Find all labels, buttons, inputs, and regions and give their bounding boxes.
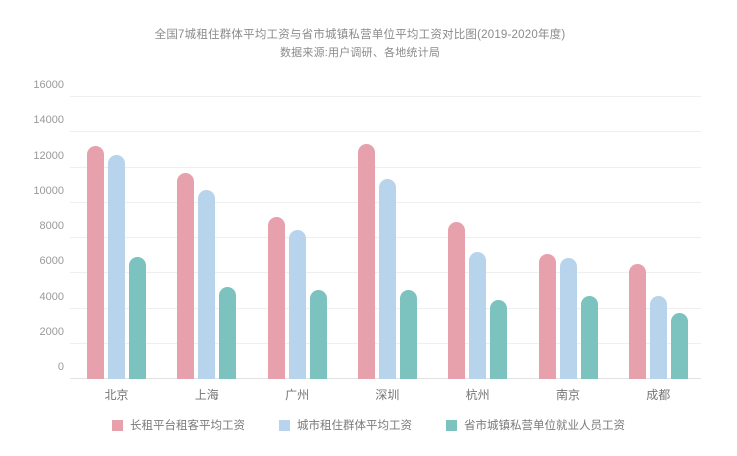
- bar: [219, 287, 237, 379]
- bar: [559, 258, 577, 379]
- legend-label: 省市城镇私营单位就业人员工资: [464, 420, 625, 432]
- bar: [628, 263, 646, 379]
- gridline: [70, 166, 701, 168]
- x-axis-category-label: 广州: [285, 388, 310, 402]
- chart-subtitle: 数据来源:用户调研、各地统计局: [279, 47, 441, 59]
- legend-swatch-icon: [446, 419, 457, 431]
- bar: [448, 222, 466, 379]
- bar: [198, 189, 216, 379]
- y-axis-tick-label: 16000: [33, 79, 64, 91]
- bar: [357, 143, 375, 379]
- y-axis-tick-label: 10000: [33, 184, 64, 197]
- bar: [378, 178, 396, 379]
- legend: 长租平台租客平均工资 城市租住群体平均工资 省市城镇私营单位就业人员工资: [0, 417, 737, 433]
- legend-item: 省市城镇私营单位就业人员工资: [446, 417, 625, 433]
- bar: [108, 155, 125, 379]
- bar: [399, 290, 417, 379]
- legend-item: 长租平台租客平均工资: [112, 417, 245, 433]
- y-axis-tick-label: 2000: [39, 325, 64, 338]
- bar: [87, 146, 104, 379]
- legend-label: 城市租住群体平均工资: [297, 420, 412, 432]
- gridline: [70, 131, 701, 133]
- y-axis-tick-label: 0: [57, 361, 64, 373]
- bar: [469, 252, 487, 379]
- bar: [670, 312, 688, 379]
- y-axis-tick-label: 8000: [39, 220, 64, 232]
- y-axis-tick-label: 12000: [33, 149, 64, 162]
- x-axis-category-label: 成都: [646, 388, 671, 402]
- plot-area: 0 2000 4000 6000 8000 10000 12000 14000 16000 北京 上…: [33, 79, 701, 402]
- legend-swatch-icon: [112, 419, 123, 431]
- x-axis-category-label: 北京: [104, 388, 129, 402]
- bar: [288, 230, 306, 379]
- gridline: [70, 96, 701, 97]
- x-axis-category-label: 杭州: [465, 388, 490, 402]
- bar: [267, 216, 285, 379]
- x-axis-category-label: 上海: [194, 388, 219, 402]
- y-axis-tick-label: 4000: [39, 290, 64, 303]
- chart-title: 全国7城租住群体平均工资与省市城镇私营单位平均工资对比图(2019-2020年度…: [154, 29, 566, 41]
- y-axis-tick-label: 6000: [39, 255, 64, 268]
- bar: [649, 296, 667, 379]
- bar: [129, 257, 146, 379]
- legend-label: 长租平台租客平均工资: [130, 420, 245, 432]
- y-axis-tick-label: 14000: [33, 114, 64, 127]
- bar: [580, 296, 598, 379]
- bar: [490, 299, 508, 379]
- bar: [309, 290, 327, 379]
- legend-swatch-icon: [279, 419, 290, 431]
- x-axis-category-label: 深圳: [375, 388, 400, 402]
- x-axis-category-label: 南京: [555, 388, 580, 402]
- bar: [177, 172, 195, 379]
- bar: [538, 253, 556, 379]
- legend-item: 城市租住群体平均工资: [279, 417, 412, 433]
